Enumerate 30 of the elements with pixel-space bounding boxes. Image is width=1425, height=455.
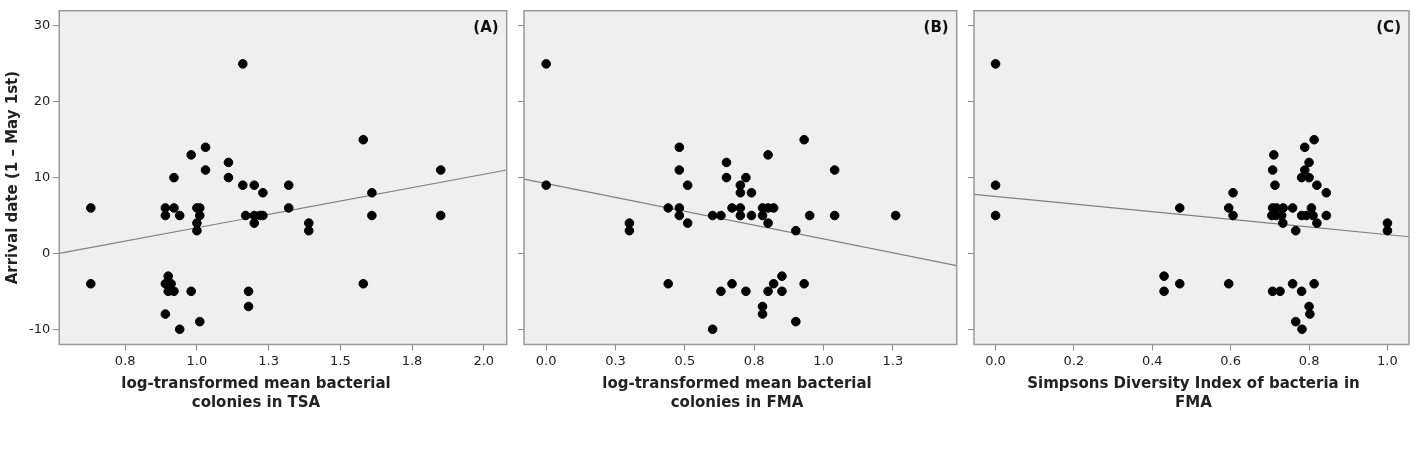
x-tick-label: 0.8	[1298, 352, 1320, 368]
x-tick-label: 1.5	[329, 352, 351, 368]
x-axis-title: log-transformed mean bacterial colonies in TSA	[120, 374, 392, 412]
y-tick-label: -10	[29, 320, 51, 336]
x-tick-label: 1.0	[1377, 352, 1398, 368]
x-tick-label: 0.8	[743, 352, 765, 368]
x-tick-label: 0.6	[1220, 352, 1242, 368]
y-tick-label: 0	[41, 244, 51, 260]
text: (B)	[923, 18, 949, 37]
y-tick-label: 10	[33, 168, 51, 184]
x-tick-label: 0.5	[674, 352, 696, 368]
x-tick-label: 0.0	[985, 352, 1006, 368]
x-tick-label: 0.4	[1141, 352, 1163, 368]
x-tick-label: 1.8	[401, 352, 423, 368]
y-axis-title: Arrival date (1 – May 1st)	[2, 70, 21, 285]
x-tick-label: 1.3	[258, 352, 279, 368]
text: (C)	[1376, 18, 1401, 37]
y-tick-label: 30	[33, 17, 51, 33]
text: (A)	[473, 18, 499, 37]
x-axis-title: Simpsons Diversity Index of bacteria in FMA	[1026, 374, 1361, 412]
x-tick-label: 0.2	[1063, 352, 1085, 368]
x-tick-label: 1.0	[186, 352, 208, 368]
x-tick-label: 0.8	[114, 352, 136, 368]
y-tick-label: 20	[33, 93, 51, 109]
x-tick-label: 1.0	[813, 352, 834, 368]
x-tick-label: 0.3	[605, 352, 626, 368]
x-axis-title: log-transformed mean bacterial colonies in FMA	[601, 374, 873, 412]
x-tick-label: 1.3	[882, 352, 904, 368]
x-tick-label: 2.0	[473, 352, 495, 368]
x-tick-label: 0.0	[535, 352, 557, 368]
